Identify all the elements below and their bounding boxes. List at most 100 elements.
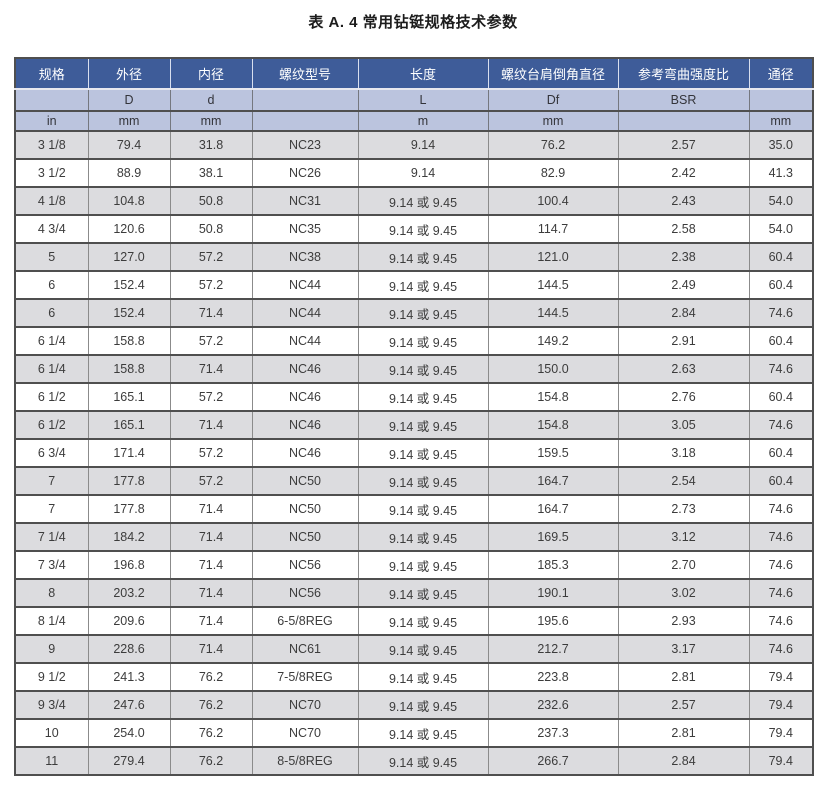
cell: 2.81 <box>617 663 750 692</box>
cell: 158.8 <box>87 355 171 384</box>
cell: 6 3/4 <box>14 439 89 468</box>
symbol-cell: L <box>357 88 489 112</box>
cell: 76.2 <box>169 663 253 692</box>
cell: 74.6 <box>748 299 814 328</box>
table-row: 3 1/2 88.9 38.1 NC26 9.14 82.9 2.42 41.3 <box>14 159 814 188</box>
cell: 6 <box>14 271 89 300</box>
table-row: 3 1/8 79.4 31.8 NC23 9.14 76.2 2.57 35.0 <box>14 131 814 160</box>
cell: NC44 <box>251 327 359 356</box>
cell: 9.14 或 9.45 <box>357 719 489 748</box>
cell: 152.4 <box>87 299 171 328</box>
cell: NC56 <box>251 551 359 580</box>
table-row: 6 152.4 71.4 NC44 9.14 或 9.45 144.5 2.84 74.6 <box>14 299 814 328</box>
cell: NC38 <box>251 243 359 272</box>
cell: 104.8 <box>87 187 171 216</box>
cell: 74.6 <box>748 411 814 440</box>
cell: 9.14 或 9.45 <box>357 467 489 496</box>
cell: NC35 <box>251 215 359 244</box>
cell: NC46 <box>251 411 359 440</box>
cell: 164.7 <box>487 495 619 524</box>
cell: 9 <box>14 635 89 664</box>
cell: 60.4 <box>748 271 814 300</box>
cell: 71.4 <box>169 299 253 328</box>
cell: NC56 <box>251 579 359 608</box>
table-row: 8 1/4 209.6 71.4 6-5/8REG 9.14 或 9.45 195.6 2.… <box>14 607 814 636</box>
cell: 74.6 <box>748 579 814 608</box>
cell: 164.7 <box>487 467 619 496</box>
cell: 9.14 或 9.45 <box>357 523 489 552</box>
cell: 2.43 <box>617 187 750 216</box>
cell: 57.2 <box>169 439 253 468</box>
symbol-cell: BSR <box>617 88 750 112</box>
cell: 54.0 <box>748 215 814 244</box>
cell: 9.14 或 9.45 <box>357 579 489 608</box>
cell: 9.14 或 9.45 <box>357 691 489 720</box>
cell: 6-5/8REG <box>251 607 359 636</box>
cell: 74.6 <box>748 635 814 664</box>
table-header: 规格 外径 内径 螺纹型号 长度 螺纹台肩倒角直径 参考弯曲强度比 通径 D d… <box>14 58 814 132</box>
cell: 71.4 <box>169 635 253 664</box>
cell: 11 <box>14 747 89 776</box>
cell: 237.3 <box>487 719 619 748</box>
cell: 9.14 或 9.45 <box>357 215 489 244</box>
cell: 6 1/4 <box>14 327 89 356</box>
cell: 74.6 <box>748 551 814 580</box>
cell: 74.6 <box>748 355 814 384</box>
cell: 57.2 <box>169 383 253 412</box>
cell: 121.0 <box>487 243 619 272</box>
table-row: 10 254.0 76.2 NC70 9.14 或 9.45 237.3 2.81 79.4 <box>14 719 814 748</box>
cell: NC70 <box>251 719 359 748</box>
cell: 223.8 <box>487 663 619 692</box>
cell: 79.4 <box>748 719 814 748</box>
table-row: 4 3/4 120.6 50.8 NC35 9.14 或 9.45 114.7 2.58 54… <box>14 215 814 244</box>
table-row: 7 177.8 57.2 NC50 9.14 或 9.45 164.7 2.54 60.4 <box>14 467 814 496</box>
table-row: 6 1/4 158.8 71.4 NC46 9.14 或 9.45 150.0 2.63 74… <box>14 355 814 384</box>
column-header-thread: 螺纹型号 <box>251 58 359 90</box>
column-header-bevel: 螺纹台肩倒角直径 <box>487 58 619 90</box>
cell: 9.14 或 9.45 <box>357 747 489 776</box>
cell: 165.1 <box>87 383 171 412</box>
table-row: 7 177.8 71.4 NC50 9.14 或 9.45 164.7 2.73 74.6 <box>14 495 814 524</box>
cell: NC44 <box>251 271 359 300</box>
cell: 9 1/2 <box>14 663 89 692</box>
cell: 100.4 <box>487 187 619 216</box>
cell: 2.58 <box>617 215 750 244</box>
table-row: 6 1/4 158.8 57.2 NC44 9.14 或 9.45 149.2 2.91 60… <box>14 327 814 356</box>
cell: 159.5 <box>487 439 619 468</box>
cell: 9.14 或 9.45 <box>357 271 489 300</box>
cell: 4 1/8 <box>14 187 89 216</box>
cell: 152.4 <box>87 271 171 300</box>
cell: 79.4 <box>87 131 171 160</box>
cell: 9.14 或 9.45 <box>357 187 489 216</box>
cell: NC23 <box>251 131 359 160</box>
cell: 120.6 <box>87 215 171 244</box>
cell: 232.6 <box>487 691 619 720</box>
cell: 71.4 <box>169 495 253 524</box>
cell: 9.14 或 9.45 <box>357 635 489 664</box>
cell: 74.6 <box>748 495 814 524</box>
table-row: 9 228.6 71.4 NC61 9.14 或 9.45 212.7 3.17 74.6 <box>14 635 814 664</box>
cell: 54.0 <box>748 187 814 216</box>
cell: 9.14 或 9.45 <box>357 299 489 328</box>
cell: 50.8 <box>169 187 253 216</box>
cell: 71.4 <box>169 355 253 384</box>
cell: 144.5 <box>487 271 619 300</box>
cell: 57.2 <box>169 243 253 272</box>
cell: 154.8 <box>487 383 619 412</box>
cell: 2.76 <box>617 383 750 412</box>
cell: 2.84 <box>617 747 750 776</box>
cell: 209.6 <box>87 607 171 636</box>
cell: 71.4 <box>169 411 253 440</box>
cell: 9.14 <box>357 159 489 188</box>
cell: 5 <box>14 243 89 272</box>
cell: 79.4 <box>748 663 814 692</box>
cell: 6 1/4 <box>14 355 89 384</box>
cell: 9.14 或 9.45 <box>357 327 489 356</box>
unit-cell <box>617 110 750 132</box>
cell: 60.4 <box>748 439 814 468</box>
unit-cell: in <box>14 110 89 132</box>
table-row: 6 3/4 171.4 57.2 NC46 9.14 或 9.45 159.5 3.18 60… <box>14 439 814 468</box>
cell: 6 1/2 <box>14 411 89 440</box>
page-title: 表 A. 4 常用钻铤规格技术参数 <box>308 14 518 31</box>
column-header-bore: 通径 <box>748 58 814 90</box>
